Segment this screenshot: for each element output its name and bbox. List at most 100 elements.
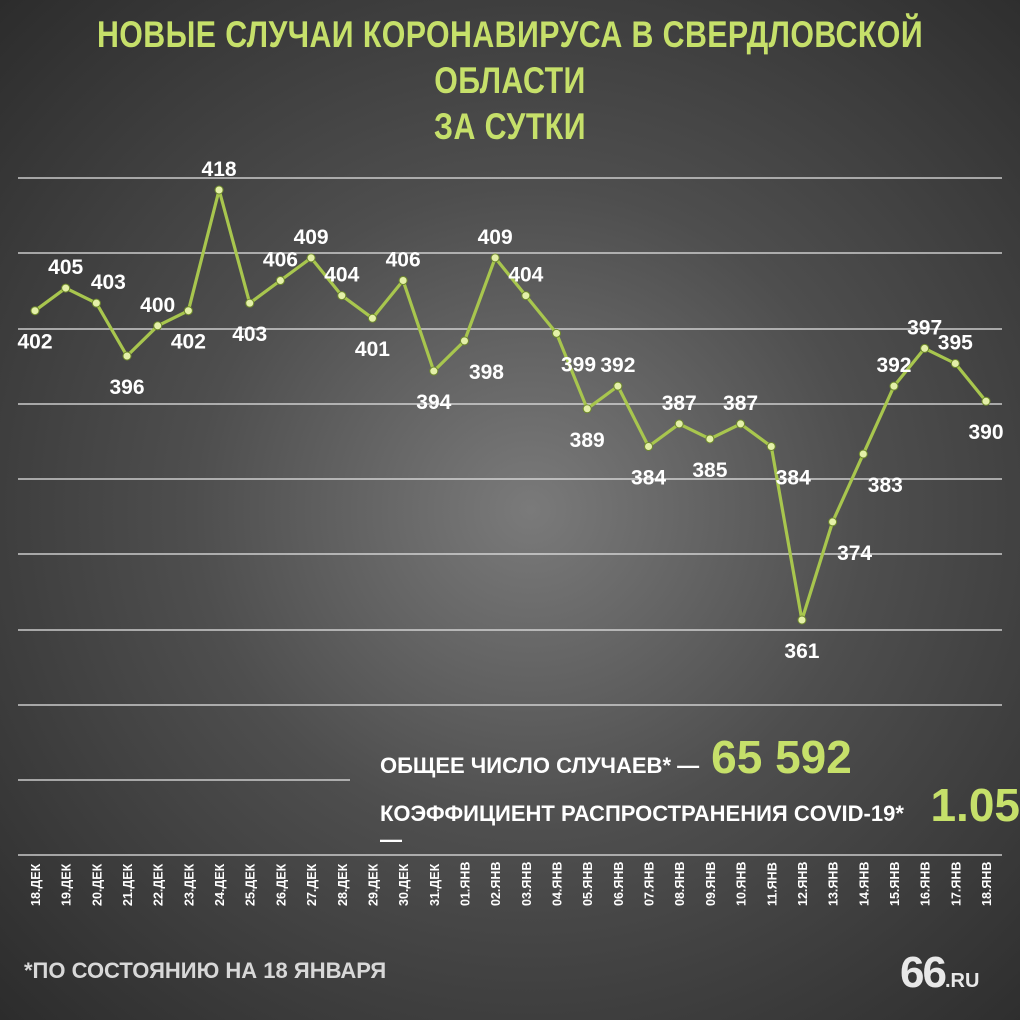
data-point [61,283,71,293]
data-point [306,253,316,263]
data-point [981,396,991,406]
x-tick-label: 15.ЯНВ [888,862,902,906]
x-tick-label: 19.ДЕК [60,863,74,906]
data-point [858,449,868,459]
data-point [644,441,654,451]
x-tick-label: 12.ЯНВ [796,862,810,906]
total-cases: ОБЩЕЕ ЧИСЛО СЛУЧАЕВ* — 65 592 [380,730,852,784]
data-point [122,351,132,361]
brand-logo-suffix: .RU [944,970,980,992]
data-label: 392 [600,354,635,377]
data-label: 384 [776,466,811,489]
data-point [521,291,531,301]
data-label: 406 [263,249,298,272]
x-tick-label: 07.ЯНВ [643,862,657,906]
x-tick-label: 24.ДЕК [213,863,227,906]
x-tick-label: 30.ДЕК [397,863,411,906]
data-point [275,276,285,286]
x-tick-label: 29.ДЕК [366,863,380,906]
total-cases-value: 65 592 [711,731,852,783]
total-cases-label: ОБЩЕЕ ЧИСЛО СЛУЧАЕВ* — [380,753,700,778]
data-label: 404 [508,264,543,287]
data-label: 404 [324,264,359,287]
x-tick-label: 08.ЯНВ [673,862,687,906]
data-label: 387 [723,392,758,415]
data-point [367,313,377,323]
footnote: *ПО СОСТОЯНИЮ НА 18 ЯНВАРЯ [24,958,387,983]
data-label: 401 [355,338,390,361]
x-tick-label: 01.ЯНВ [458,862,472,906]
data-label: 383 [868,474,903,497]
data-label: 400 [140,294,175,317]
x-tick-label: 03.ЯНВ [520,862,534,906]
data-label: 395 [938,332,973,355]
data-point [337,291,347,301]
data-point [398,276,408,286]
data-point [797,615,807,625]
data-label: 406 [386,249,421,272]
data-points [30,185,991,625]
data-label: 384 [631,466,666,489]
data-point [705,434,715,444]
data-point [766,441,776,451]
spread-coefficient: КОЭФФИЦИЕНТ РАСПРОСТРАНЕНИЯ COVID-19* — … [380,778,1020,853]
data-point [214,185,224,195]
data-point [459,336,469,346]
data-label: 418 [202,158,237,181]
data-labels: 4024054033964004024184034064094044014063… [17,158,1003,663]
x-tick-label: 13.ЯНВ [827,862,841,906]
brand-logo-main: 66 [900,948,947,997]
data-point [736,419,746,429]
data-point [552,328,562,338]
data-point [429,366,439,376]
data-point [920,343,930,353]
data-point [582,404,592,414]
data-label: 402 [171,331,206,354]
data-point [245,298,255,308]
data-label: 409 [478,226,513,249]
x-tick-label: 06.ЯНВ [612,862,626,906]
x-tick-label: 20.ДЕК [90,863,104,906]
data-point [889,381,899,391]
x-tick-label: 05.ЯНВ [581,862,595,906]
x-tick-label: 21.ДЕК [121,863,135,906]
spread-coefficient-label: КОЭФФИЦИЕНТ РАСПРОСТРАНЕНИЯ COVID-19* — [380,801,904,852]
data-label: 405 [48,256,83,279]
grid-lines [18,177,1002,856]
x-tick-label: 22.ДЕК [152,863,166,906]
x-tick-label: 02.ЯНВ [489,862,503,906]
data-label: 396 [110,376,145,399]
x-tick-label: 25.ДЕК [244,863,258,906]
data-label: 409 [294,226,329,249]
data-point [950,359,960,369]
data-label: 392 [876,354,911,377]
data-label: 397 [907,316,942,339]
data-label: 387 [662,392,697,415]
x-tick-label: 16.ЯНВ [919,862,933,906]
data-point [674,419,684,429]
x-tick-label: 09.ЯНВ [704,862,718,906]
data-label: 403 [232,323,267,346]
x-tick-label: 27.ДЕК [305,863,319,906]
series-polyline [34,188,988,622]
data-label: 390 [968,421,1003,444]
x-tick-label: 10.ЯНВ [735,862,749,906]
x-tick-label: 28.ДЕК [336,863,350,906]
x-tick-label: 14.ЯНВ [857,862,871,906]
data-label: 399 [561,353,596,376]
x-tick-label: 18.ЯНВ [980,862,994,906]
data-label: 389 [570,429,605,452]
series-line [34,188,988,622]
data-label: 402 [17,331,52,354]
x-tick-label: 11.ЯНВ [765,862,779,906]
chart-title-line2: ЗА СУТКИ [434,106,586,147]
chart-title-line1: НОВЫЕ СЛУЧАИ КОРОНАВИРУСА В СВЕРДЛОВСКОЙ… [96,14,924,101]
x-tick-labels: 18.ДЕК 19.ДЕК 20.ДЕК 21.ДЕК 22.ДЕК 23.ДЕК 24.Д… [29,862,994,906]
data-label: 398 [469,361,504,384]
data-label: 385 [692,459,727,482]
data-point [153,321,163,331]
brand-logo: 66.RU [900,948,979,998]
data-label: 394 [416,391,451,414]
x-tick-label: 18.ДЕК [29,863,43,906]
